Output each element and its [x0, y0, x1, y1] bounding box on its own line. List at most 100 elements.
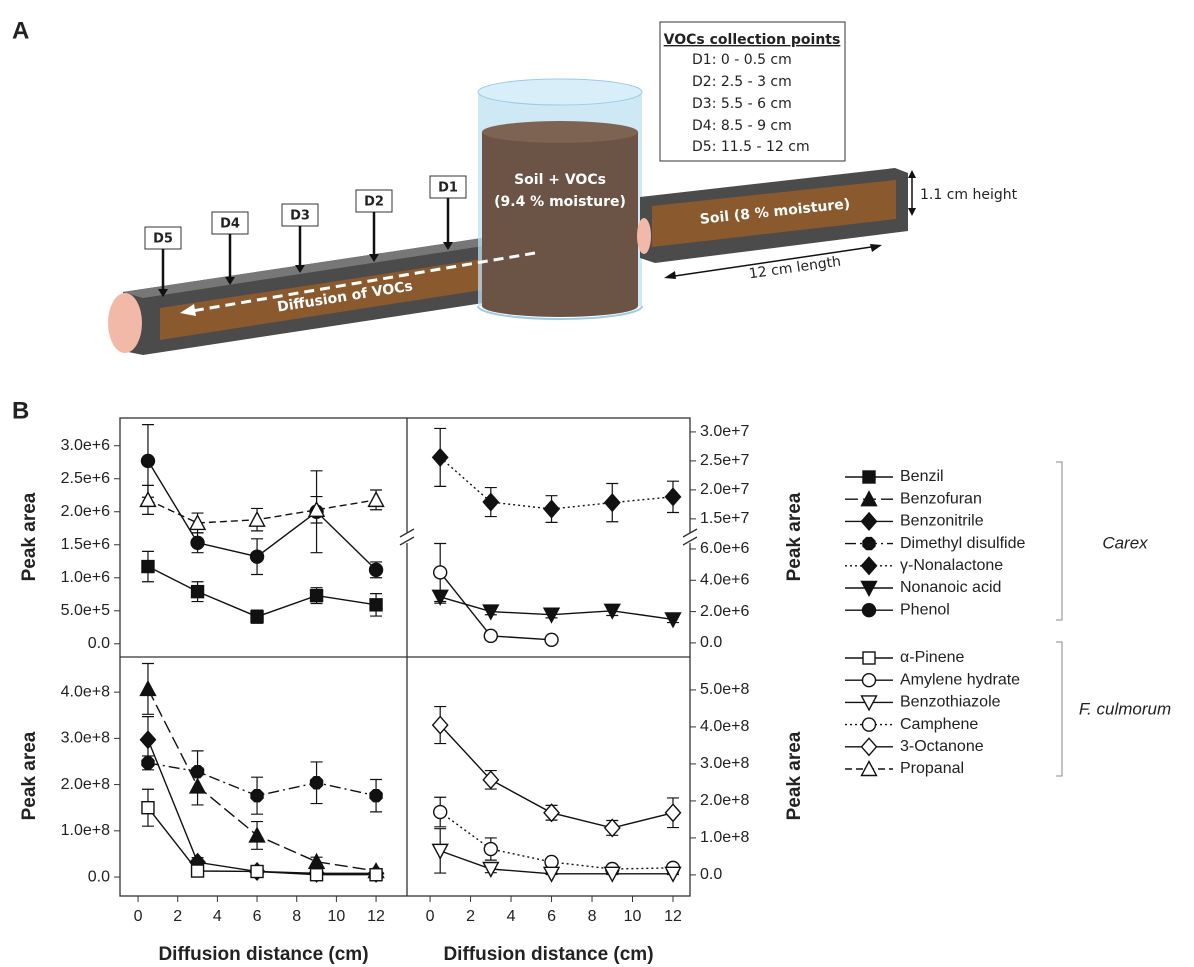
marker — [370, 869, 382, 881]
marker — [544, 501, 559, 518]
x-tick-label: 12 — [367, 908, 385, 925]
y-tick-label: 2.5e+6 — [61, 470, 110, 487]
marker — [862, 513, 877, 530]
arrowhead — [870, 244, 882, 252]
x-tick-label: 10 — [624, 908, 642, 925]
marker — [544, 608, 559, 622]
marker — [484, 843, 497, 856]
series-line — [148, 740, 376, 874]
marker — [370, 599, 382, 611]
x-tick-label: 4 — [213, 908, 222, 925]
marker — [434, 566, 447, 579]
marker — [605, 494, 620, 511]
tag-label: D4 — [220, 217, 240, 232]
marker — [545, 855, 558, 868]
y-tick-label: 2.0e+6 — [61, 503, 110, 520]
marker — [433, 844, 448, 858]
marker — [484, 629, 497, 642]
marker — [142, 802, 154, 814]
reservoir-label: Soil + VOCs — [514, 172, 606, 188]
y-tick-label: 3.0e+8 — [700, 755, 749, 772]
y-tick-label: 4.0e+8 — [700, 718, 749, 735]
marker — [863, 471, 875, 483]
legend-label: Benzil — [900, 468, 944, 485]
x-tick-label: 4 — [507, 908, 516, 925]
x-tick-label: 8 — [588, 908, 597, 925]
series-line — [148, 763, 376, 796]
tag-label: D1 — [438, 181, 458, 196]
chart: 0.05.0e+51.0e+61.5e+62.0e+62.5e+63.0e+6P… — [19, 425, 384, 652]
axis-break — [400, 529, 697, 545]
y-tick-label: 2.5e+7 — [700, 452, 749, 469]
y-tick-label: 0.0 — [88, 635, 110, 652]
figure: A B VOCs collection points D1: 0 - 0.5 c… — [0, 0, 1194, 967]
marker — [192, 766, 204, 778]
marker — [141, 454, 154, 467]
marker — [311, 590, 323, 602]
marker — [311, 777, 323, 789]
marker — [862, 762, 877, 776]
collection-title: VOCs collection points — [664, 32, 841, 48]
y-tick-label: 3.0e+6 — [61, 437, 110, 454]
y-tick-label: 2.0e+8 — [61, 776, 110, 793]
x-tick-label: 8 — [292, 908, 301, 925]
legend-label: Phenol — [900, 601, 950, 618]
marker — [863, 604, 876, 617]
y-tick-label: 1.0e+8 — [61, 822, 110, 839]
panel-label: A — [12, 17, 29, 44]
x-tick-label: 6 — [253, 908, 262, 925]
marker — [369, 492, 384, 506]
tube-cap — [637, 218, 651, 254]
x-tick-label: 2 — [466, 908, 475, 925]
x-tick-label: 6 — [547, 908, 556, 925]
series-line — [440, 457, 673, 509]
y-tick-label: 0.0 — [700, 634, 722, 651]
y-tick-label: 0.0 — [88, 868, 110, 885]
marker — [483, 494, 498, 511]
chart: 1.5e+72.0e+72.5e+73.0e+7 — [433, 423, 750, 527]
y-tick-label: 6.0e+6 — [700, 540, 749, 557]
chart: 0.01.0e+82.0e+83.0e+84.0e+85.0e+80246810… — [426, 681, 805, 965]
panel-label: B — [12, 397, 29, 424]
x-tick-label: 10 — [327, 908, 345, 925]
legend-label: γ-Nonalactone — [900, 557, 1003, 574]
marker — [665, 613, 680, 627]
marker — [433, 449, 448, 466]
collection-item: D3: 5.5 - 6 cm — [692, 96, 792, 112]
legend-label: Benzofuran — [900, 490, 982, 507]
marker — [665, 804, 680, 821]
marker — [142, 561, 154, 573]
x-tick-label: 0 — [134, 908, 143, 925]
marker — [251, 790, 263, 802]
marker — [863, 538, 875, 550]
marker — [192, 865, 204, 877]
marker — [545, 633, 558, 646]
marker — [142, 757, 154, 769]
tag-label: D3 — [290, 209, 310, 224]
collection-item: D5: 11.5 - 12 cm — [692, 139, 810, 155]
y-tick-label: 2.0e+6 — [700, 603, 749, 620]
legend-label: Camphene — [900, 716, 978, 733]
diagram: VOCs collection points D1: 0 - 0.5 cm D2… — [108, 22, 1018, 355]
marker — [665, 488, 680, 505]
x-tick-label: 12 — [664, 908, 682, 925]
marker — [250, 512, 265, 526]
y-tick-label: 2.0e+7 — [700, 481, 749, 498]
marker — [862, 738, 877, 755]
legend-group-label: Carex — [1102, 533, 1148, 552]
arrowhead — [908, 208, 916, 216]
legend-brackets — [1056, 462, 1062, 776]
legend-label: Dimethyl disulfide — [900, 535, 1025, 552]
legend-label: Nonanoic acid — [900, 579, 1001, 596]
reservoir-soil — [482, 132, 638, 306]
marker — [192, 586, 204, 598]
marker — [605, 819, 620, 836]
legend-label: Benzothiazole — [900, 694, 1001, 711]
series-line — [148, 689, 376, 871]
bracket — [1056, 462, 1062, 620]
x-axis-label: Diffusion distance (cm) — [158, 944, 368, 965]
marker — [251, 611, 263, 623]
bracket — [1056, 642, 1062, 776]
legend-group-label: F. culmorum — [1079, 699, 1171, 718]
